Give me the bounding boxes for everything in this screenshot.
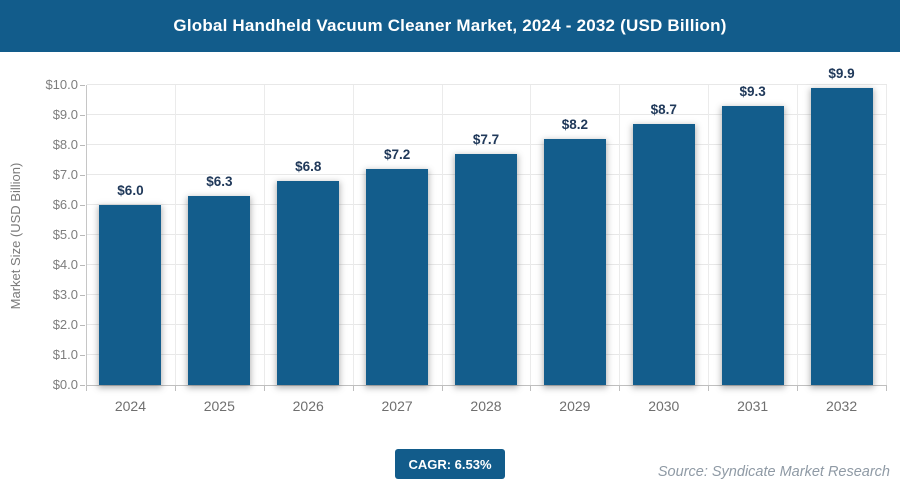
- x-tick-mark: [708, 386, 710, 391]
- x-axis-label: 2027: [381, 398, 413, 414]
- x-tick-mark: [86, 386, 87, 391]
- y-axis-title: Market Size (USD Billion): [8, 162, 23, 310]
- y-tick-mark: [80, 295, 85, 296]
- y-tick-label: $9.0: [52, 107, 78, 122]
- bar-2032: [810, 88, 873, 385]
- bar-2028: [455, 154, 517, 385]
- cagr-badge: CAGR: 6.53%: [395, 449, 505, 479]
- x-axis-label: 2026: [292, 398, 324, 414]
- x-axis-label: 2025: [203, 398, 235, 414]
- y-tick-mark: [80, 85, 85, 86]
- x-tick-mark: [174, 386, 176, 391]
- bar-value-label: $9.9: [828, 66, 855, 81]
- y-tick-mark: [80, 175, 85, 176]
- x-gridline: [263, 85, 265, 385]
- y-tick-label: $5.0: [52, 227, 78, 242]
- x-tick-mark: [619, 386, 621, 391]
- bar-2027: [366, 169, 429, 385]
- y-tick-label: $10.0: [45, 77, 78, 92]
- y-gridline: [87, 144, 887, 145]
- bar-2030: [632, 124, 695, 385]
- bar-value-label: $8.2: [561, 117, 589, 132]
- y-tick-mark: [80, 205, 85, 206]
- y-tick-label: $4.0: [52, 257, 78, 272]
- y-tick-mark: [80, 265, 85, 266]
- x-axis-label: 2028: [470, 398, 502, 414]
- y-tick-mark: [80, 115, 85, 116]
- y-tick-label: $2.0: [52, 317, 78, 332]
- y-tick-mark: [80, 355, 85, 356]
- x-gridline: [708, 85, 710, 385]
- bar-value-label: $9.3: [739, 84, 766, 99]
- x-tick-mark: [263, 386, 265, 391]
- x-axis-label: 2029: [559, 398, 591, 414]
- bar-2024: [99, 205, 162, 385]
- bar-value-label: $6.8: [295, 159, 322, 174]
- x-gridline: [797, 85, 799, 385]
- bar-2026: [277, 181, 340, 385]
- x-gridline: [441, 85, 443, 385]
- x-tick-mark: [530, 386, 532, 391]
- bar-value-label: $7.2: [383, 147, 411, 162]
- y-gridline: [87, 114, 887, 115]
- x-gridline: [530, 85, 532, 385]
- chart-title-bar: Global Handheld Vacuum Cleaner Market, 2…: [0, 0, 900, 52]
- y-tick-label: $1.0: [52, 347, 78, 362]
- y-tick-mark: [80, 385, 85, 386]
- bar-value-label: $8.7: [650, 102, 677, 117]
- y-tick-mark: [80, 145, 85, 146]
- bar-2029: [543, 139, 606, 385]
- x-tick-mark: [886, 386, 887, 391]
- y-tick-label: $8.0: [52, 137, 78, 152]
- source-note: Source: Syndicate Market Research: [657, 464, 890, 480]
- y-tick-label: $3.0: [52, 287, 78, 302]
- bar-value-label: $7.7: [472, 132, 500, 147]
- x-gridline: [886, 85, 887, 385]
- x-tick-mark: [797, 386, 799, 391]
- x-tick-mark: [352, 386, 354, 391]
- x-gridline: [352, 85, 354, 385]
- x-axis-label: 2030: [648, 398, 680, 414]
- x-axis-label: 2032: [825, 398, 858, 414]
- y-tick-mark: [80, 235, 85, 236]
- y-tick-mark: [80, 325, 85, 326]
- bar-2031: [721, 106, 784, 385]
- x-tick-mark: [441, 386, 443, 391]
- x-gridline: [174, 85, 176, 385]
- chart-title: Global Handheld Vacuum Cleaner Market, 2…: [173, 16, 727, 35]
- x-axis-label: 2031: [737, 398, 769, 414]
- y-tick-label: $0.0: [52, 377, 78, 392]
- x-axis-label: 2024: [114, 398, 147, 414]
- y-tick-label: $7.0: [52, 167, 78, 182]
- bar-value-label: $6.3: [206, 174, 233, 189]
- y-gridline: [87, 84, 887, 85]
- bar-2025: [188, 196, 251, 385]
- x-gridline: [619, 85, 621, 385]
- bar-value-label: $6.0: [117, 183, 144, 198]
- y-tick-label: $6.0: [52, 197, 78, 212]
